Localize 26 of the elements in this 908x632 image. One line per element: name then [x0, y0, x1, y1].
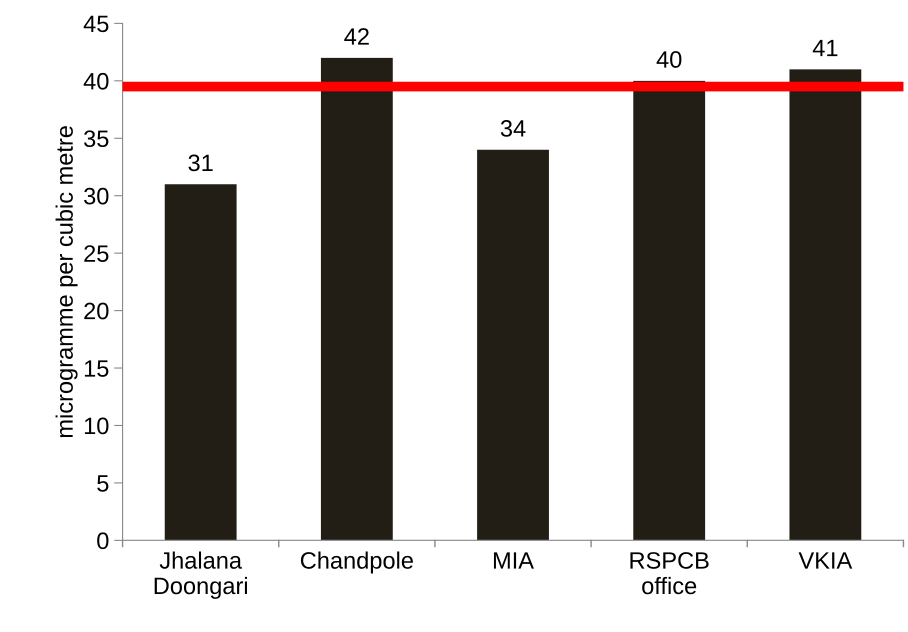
- bar: [320, 58, 393, 540]
- bar: [633, 80, 706, 540]
- y-tick-label: 15: [84, 360, 108, 377]
- y-tick-label: 10: [84, 418, 108, 434]
- y-tick-label: 45: [84, 16, 108, 32]
- bar: [789, 69, 862, 540]
- y-tick-label: 0: [97, 532, 108, 550]
- x-tick-label: Jhalana Doongari: [154, 551, 247, 599]
- data-label: 34: [500, 120, 526, 137]
- x-tick-label: RSPCB office: [630, 552, 709, 594]
- y-axis-title: microgramme per cubic metre: [56, 126, 78, 438]
- x-tick-label: Chandpole: [300, 551, 413, 574]
- y-tick-label: 40: [84, 72, 108, 90]
- x-tick-label: MIA: [494, 552, 534, 569]
- y-tick-label: 20: [84, 302, 108, 320]
- y-tick-label: 35: [84, 130, 108, 148]
- y-tick-label: 5: [97, 475, 108, 492]
- bar: [164, 184, 237, 540]
- bar: [477, 150, 549, 540]
- y-tick-label: 25: [84, 245, 108, 262]
- y-tick-label: 30: [84, 188, 108, 204]
- x-tick-label: VKIA: [798, 552, 852, 569]
- data-label: 31: [188, 154, 213, 172]
- data-label: 41: [812, 40, 838, 56]
- data-label: 40: [656, 51, 682, 68]
- data-label: 42: [344, 28, 369, 45]
